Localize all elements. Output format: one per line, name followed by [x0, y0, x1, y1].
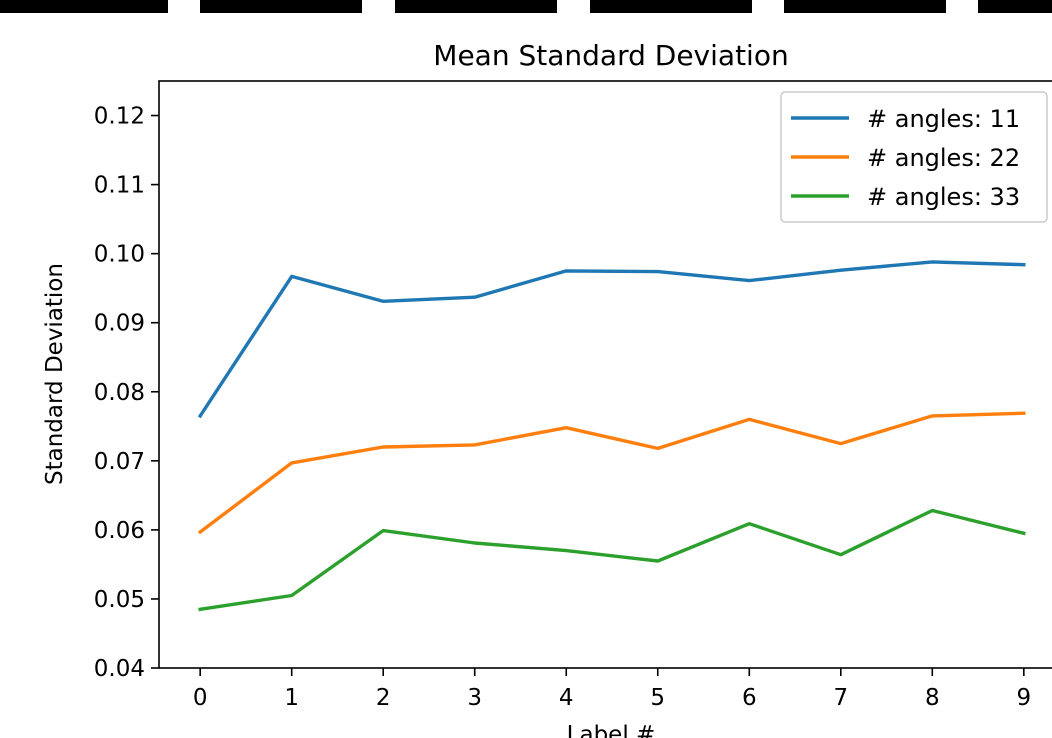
legend-label-1: # angles: 11 [867, 105, 1020, 133]
top-band-segment [784, 0, 946, 13]
y-axis-label: Standard Deviation [42, 263, 68, 485]
x-tick-label: 1 [284, 685, 299, 711]
y-tick-label: 0.11 [94, 173, 145, 199]
legend-label-3: # angles: 33 [867, 183, 1020, 211]
series-line-1 [197, 260, 1026, 419]
top-dashed-band [0, 0, 1052, 13]
x-axis: 0 1 2 3 4 5 6 7 8 9 [193, 668, 1031, 711]
top-band-segment [978, 0, 1052, 13]
x-tick-label: 8 [925, 685, 940, 711]
series-layer [197, 260, 1026, 612]
x-tick-label: 5 [650, 685, 665, 711]
x-tick-label: 0 [193, 685, 208, 711]
x-tick-label: 9 [1016, 685, 1031, 711]
top-band-segment [0, 0, 168, 13]
x-tick-label: 3 [467, 685, 482, 711]
y-tick-label: 0.04 [94, 656, 145, 682]
top-band-segment [395, 0, 557, 13]
x-axis-label: Label # [567, 722, 656, 738]
x-tick-label: 6 [742, 685, 757, 711]
series-line-2 [197, 411, 1026, 535]
x-tick-label: 7 [833, 685, 848, 711]
x-tick-label: 2 [376, 685, 391, 711]
series-line-3 [198, 508, 1026, 612]
legend-label-2: # angles: 22 [867, 144, 1020, 172]
y-tick-label: 0.09 [94, 311, 145, 337]
y-tick-label: 0.08 [94, 380, 145, 406]
top-band-segment [590, 0, 752, 13]
y-axis: 0.04 0.05 0.06 0.07 0.08 0.09 0.10 0.11 0.12 [94, 104, 159, 682]
x-tick-label: 4 [559, 685, 574, 711]
legend-box [780, 91, 1048, 223]
y-tick-label: 0.05 [94, 587, 145, 613]
chart-title: Mean Standard Deviation [433, 39, 788, 72]
y-tick-label: 0.06 [94, 518, 145, 544]
y-tick-label: 0.12 [94, 104, 145, 130]
y-tick-label: 0.10 [94, 242, 145, 268]
top-band-segment [200, 0, 362, 13]
legend[interactable]: # angles: 11 # angles: 22 # angles: 33 [780, 91, 1048, 223]
y-tick-label: 0.07 [94, 449, 145, 475]
plot-area-frame [158, 80, 1052, 669]
legend-items: # angles: 11 # angles: 22 # angles: 33 [791, 105, 1020, 211]
